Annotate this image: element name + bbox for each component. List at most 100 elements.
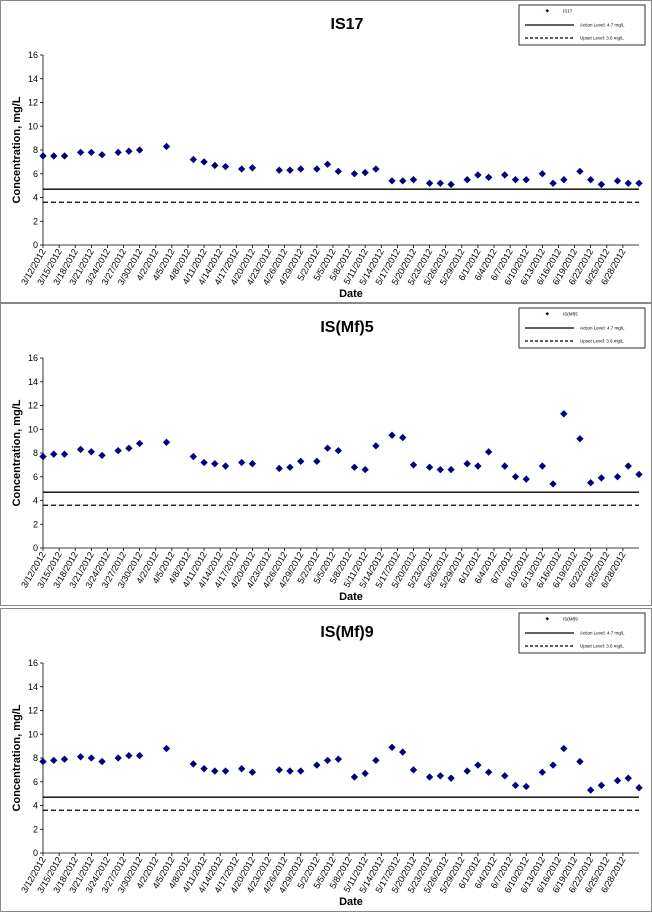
data-point (200, 765, 208, 773)
data-point (323, 444, 332, 452)
data-point (87, 448, 96, 456)
data-point (436, 465, 445, 474)
data-point (484, 768, 493, 776)
data-point (200, 458, 208, 467)
data-point (125, 147, 133, 155)
data-point (447, 465, 455, 474)
data-point (409, 176, 418, 184)
data-point (60, 152, 69, 160)
data-point (211, 161, 219, 170)
data-point (549, 761, 557, 769)
data-point (350, 463, 359, 471)
data-point (135, 439, 144, 448)
legend-label: Action Level: 4.7 mg/L (580, 631, 625, 636)
data-point (114, 148, 122, 157)
data-point (275, 766, 283, 774)
data-point (286, 166, 294, 174)
y-tick-label: 16 (28, 353, 38, 363)
data-point (399, 433, 407, 442)
data-point (361, 465, 369, 474)
y-tick-label: 10 (28, 121, 38, 131)
data-point (60, 450, 69, 458)
data-point (221, 462, 230, 470)
data-point (399, 177, 407, 185)
data-point (286, 463, 294, 471)
data-point (576, 435, 584, 443)
data-point (98, 151, 106, 159)
legend: IS(Mf)9 Action Level: 4.7 mg/L Upset Level… (518, 612, 646, 654)
data-point (522, 176, 530, 184)
data-point (162, 744, 171, 753)
data-point (399, 748, 407, 756)
data-point (248, 768, 257, 776)
chart-title: IS(Mf)9 (320, 624, 373, 641)
data-point (248, 164, 257, 172)
data-point (635, 784, 643, 792)
data-point (447, 180, 455, 189)
y-tick-label: 16 (28, 50, 38, 60)
data-point (613, 473, 622, 481)
data-point (372, 442, 380, 450)
data-point (313, 165, 321, 173)
y-tick-label: 6 (33, 169, 38, 179)
data-point (511, 781, 520, 789)
chart-svg: IS(Mf)5 IS(Mf)5 Action Level: 4.7 mg/L Upse… (11, 307, 646, 603)
y-tick-label: 0 (33, 848, 38, 858)
data-point (538, 170, 547, 178)
chart-panel-is17: IS17 IS17 Action Level: 4.7 mg/L Upset Leve… (0, 0, 652, 303)
data-point (50, 152, 58, 160)
data-point (538, 462, 547, 470)
data-point (474, 761, 482, 769)
data-point (189, 760, 198, 768)
data-point (334, 755, 342, 763)
data-point (597, 180, 606, 189)
legend: IS(Mf)5 Action Level: 4.7 mg/L Upset Level… (518, 307, 646, 349)
data-point (409, 461, 418, 469)
data-point (297, 767, 305, 775)
data-point (597, 781, 606, 789)
data-point (135, 751, 144, 760)
data-point (511, 473, 520, 481)
data-point (388, 177, 396, 185)
data-point (361, 769, 369, 778)
data-point (436, 179, 445, 187)
y-tick-label: 12 (28, 706, 38, 716)
data-point (189, 155, 198, 164)
x-axis-label: Date (339, 896, 363, 908)
data-point (50, 756, 58, 765)
data-point (522, 782, 530, 791)
data-point (586, 479, 595, 487)
data-point (237, 458, 246, 467)
data-point (501, 171, 509, 179)
data-point (200, 158, 208, 166)
legend-label: Upset Level: 3.6 mg/L (580, 36, 624, 41)
data-point (76, 445, 85, 454)
data-point (334, 167, 342, 176)
y-tick-label: 2 (33, 824, 38, 834)
data-point (425, 179, 434, 187)
y-tick-label: 6 (33, 777, 38, 787)
y-tick-label: 14 (28, 377, 38, 387)
x-axis-label: Date (339, 288, 363, 300)
y-tick-label: 10 (28, 729, 38, 739)
data-point (501, 462, 509, 470)
y-tick-label: 0 (33, 240, 38, 250)
data-point (624, 774, 632, 782)
data-point (87, 754, 96, 762)
y-axis-label: Concentration, mg/L (11, 704, 23, 811)
y-tick-label: 10 (28, 424, 38, 434)
legend-label: Action Level: 4.7 mg/L (580, 23, 625, 28)
y-tick-label: 16 (28, 658, 38, 668)
y-tick-label: 8 (33, 753, 38, 763)
data-point (436, 772, 445, 780)
chart-svg: IS17 IS17 Action Level: 4.7 mg/L Upset Leve… (11, 4, 646, 300)
data-point (350, 773, 359, 781)
data-point (624, 462, 632, 470)
data-point (98, 757, 106, 766)
data-point (474, 171, 482, 179)
data-point (237, 765, 246, 773)
legend-label: IS(Mf)5 (563, 312, 578, 317)
data-point (624, 179, 632, 187)
data-point (323, 160, 332, 168)
data-point (388, 743, 396, 751)
